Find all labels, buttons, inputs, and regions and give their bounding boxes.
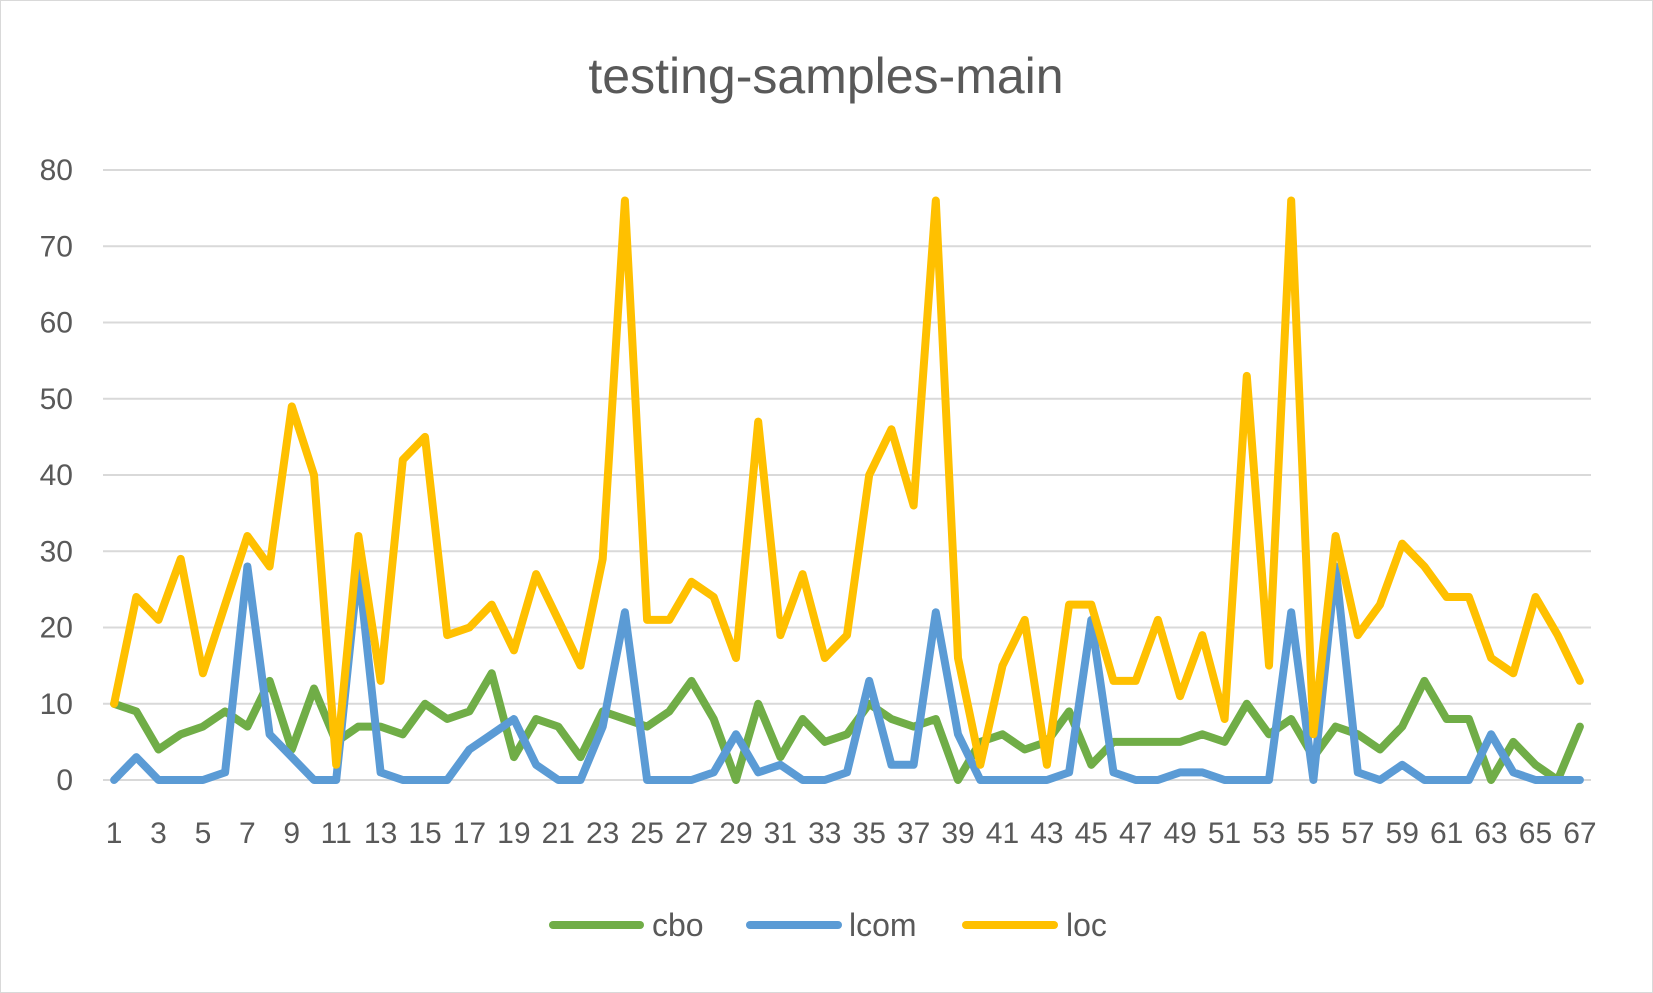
x-axis-tick-labels: 1 3 5 7 9 11 13 15 17 19 21 23 25 27 29 31 33 35 37 39 41 43 4… bbox=[106, 817, 1597, 850]
x-tick-label: 35 bbox=[853, 817, 886, 850]
y-tick-label: 20 bbox=[40, 612, 73, 645]
x-tick-label: 59 bbox=[1386, 817, 1419, 850]
x-tick-label: 1 bbox=[106, 817, 123, 850]
x-tick-label: 53 bbox=[1252, 817, 1285, 850]
y-tick-label: 0 bbox=[56, 764, 73, 797]
x-tick-label: 9 bbox=[283, 817, 300, 850]
series-line-cbo bbox=[110, 669, 1584, 784]
x-tick-label: 63 bbox=[1474, 817, 1507, 850]
x-tick-label: 7 bbox=[239, 817, 256, 850]
y-tick-label: 50 bbox=[40, 383, 73, 416]
x-tick-label: 49 bbox=[1163, 817, 1196, 850]
series-lines bbox=[110, 196, 1584, 784]
x-tick-label: 47 bbox=[1119, 817, 1152, 850]
y-tick-label: 60 bbox=[40, 307, 73, 340]
y-tick-label: 80 bbox=[40, 154, 73, 187]
x-tick-label: 23 bbox=[586, 817, 619, 850]
x-tick-label: 55 bbox=[1297, 817, 1330, 850]
legend-label-cbo: cbo bbox=[652, 907, 704, 943]
series-line-loc bbox=[110, 196, 1584, 769]
x-tick-label: 51 bbox=[1208, 817, 1241, 850]
x-tick-label: 45 bbox=[1075, 817, 1108, 850]
x-tick-label: 3 bbox=[150, 817, 167, 850]
x-tick-label: 41 bbox=[986, 817, 1019, 850]
x-tick-label: 13 bbox=[364, 817, 397, 850]
y-tick-label: 30 bbox=[40, 535, 73, 568]
x-tick-label: 17 bbox=[453, 817, 486, 850]
x-tick-label: 5 bbox=[195, 817, 212, 850]
x-tick-label: 21 bbox=[542, 817, 575, 850]
legend: cbo lcom loc bbox=[549, 907, 1107, 943]
gridlines bbox=[103, 169, 1591, 781]
x-tick-label: 19 bbox=[497, 817, 530, 850]
y-tick-label: 70 bbox=[40, 230, 73, 263]
x-tick-label: 39 bbox=[941, 817, 974, 850]
x-tick-label: 31 bbox=[764, 817, 797, 850]
x-tick-label: 61 bbox=[1430, 817, 1463, 850]
x-tick-label: 29 bbox=[719, 817, 752, 850]
y-tick-label: 10 bbox=[40, 688, 73, 721]
y-axis-tick-labels: 0 10 20 30 40 50 60 70 80 bbox=[40, 154, 73, 797]
x-tick-label: 25 bbox=[630, 817, 663, 850]
x-tick-label: 57 bbox=[1341, 817, 1374, 850]
x-tick-label: 37 bbox=[897, 817, 930, 850]
x-tick-label: 15 bbox=[408, 817, 441, 850]
x-tick-label: 65 bbox=[1519, 817, 1552, 850]
x-tick-label: 11 bbox=[321, 817, 352, 850]
x-tick-label: 33 bbox=[808, 817, 841, 850]
y-tick-label: 40 bbox=[40, 459, 73, 492]
legend-label-loc: loc bbox=[1066, 907, 1107, 943]
chart-title: testing-samples-main bbox=[588, 48, 1063, 104]
x-tick-label: 43 bbox=[1030, 817, 1063, 850]
x-tick-label: 27 bbox=[675, 817, 708, 850]
legend-label-lcom: lcom bbox=[849, 907, 917, 943]
x-tick-label: 67 bbox=[1563, 817, 1596, 850]
